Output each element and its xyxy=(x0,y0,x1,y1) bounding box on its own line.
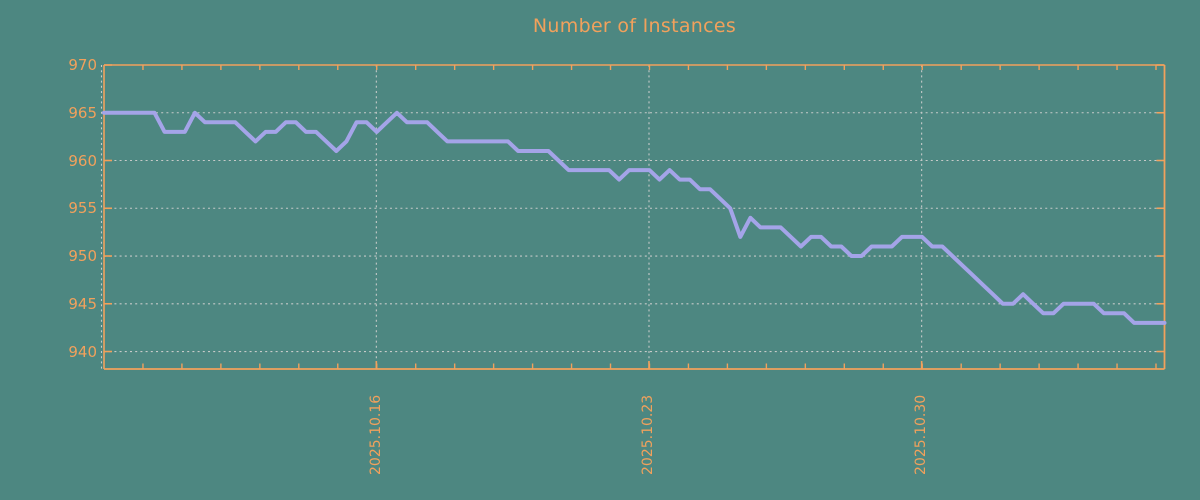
x-tick-label: 2025.10.30 xyxy=(913,394,930,475)
chart-title: Number of Instances xyxy=(532,15,737,37)
y-tick-label: 960 xyxy=(68,151,97,170)
y-tick-label: 965 xyxy=(68,103,97,122)
y-tick-label: 940 xyxy=(68,342,97,361)
x-tick-label: 2025.10.16 xyxy=(367,394,384,475)
y-tick-label: 970 xyxy=(68,56,97,74)
y-tick-label: 955 xyxy=(68,199,97,218)
y-tick-label: 945 xyxy=(68,294,97,313)
series-line xyxy=(102,110,1167,325)
x-tick-label: 2025.10.23 xyxy=(640,394,657,475)
y-tick-label: 950 xyxy=(68,247,97,265)
